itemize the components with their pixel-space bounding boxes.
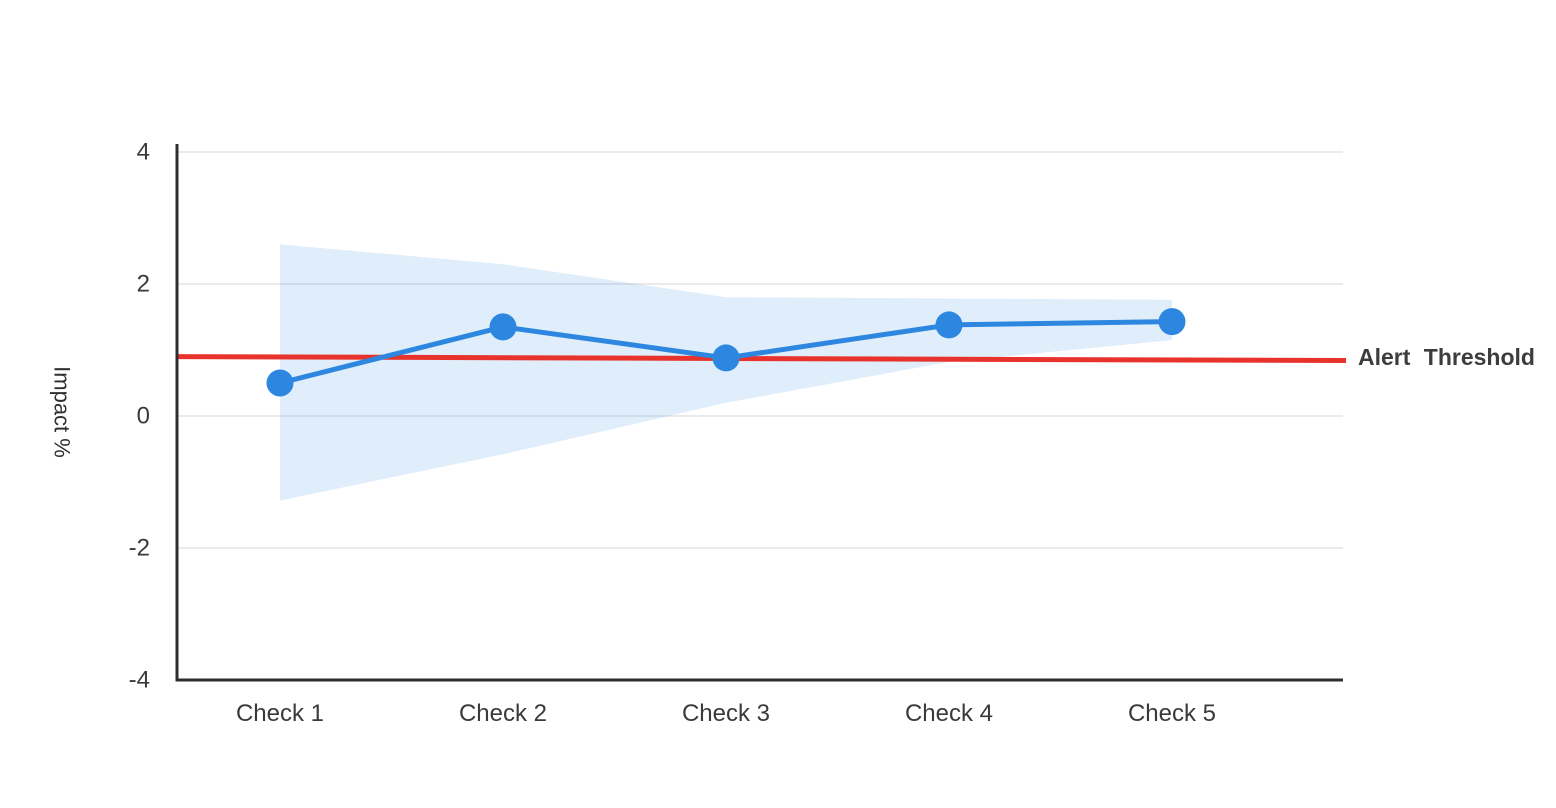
x-tick-check-2: Check 2 bbox=[459, 700, 547, 727]
threshold-line bbox=[176, 354, 1347, 364]
data-point-check-3 bbox=[712, 344, 740, 372]
threshold-label: Alert Threshold bbox=[1358, 344, 1535, 370]
impact-series bbox=[266, 308, 1186, 397]
y-tick-label-n2: -2 bbox=[129, 535, 150, 562]
data-point-check-1 bbox=[266, 369, 294, 397]
data-point-check-4 bbox=[935, 311, 963, 339]
confidence-band bbox=[280, 244, 1172, 501]
y-tick-label-n4: -4 bbox=[129, 667, 150, 694]
x-tick-check-1: Check 1 bbox=[236, 700, 324, 727]
axes bbox=[175, 144, 1343, 682]
confidence-band-area bbox=[280, 244, 1172, 501]
y-tick-label-2: 2 bbox=[137, 271, 150, 298]
x-tick-check-3: Check 3 bbox=[682, 700, 770, 727]
y-axis-label: Impact % bbox=[50, 366, 75, 458]
y-tick-label-0: 0 bbox=[137, 403, 150, 430]
data-point-check-2 bbox=[489, 313, 517, 341]
chart-labels: 4 2 0 -2 -4 Check 1 Check 2 Check 3 Chec… bbox=[50, 139, 1535, 728]
data-point-check-5 bbox=[1158, 308, 1186, 336]
y-tick-label-4: 4 bbox=[137, 139, 150, 166]
alert-threshold-line bbox=[176, 354, 1347, 364]
x-tick-check-5: Check 5 bbox=[1128, 700, 1216, 727]
x-tick-check-4: Check 4 bbox=[905, 700, 993, 727]
